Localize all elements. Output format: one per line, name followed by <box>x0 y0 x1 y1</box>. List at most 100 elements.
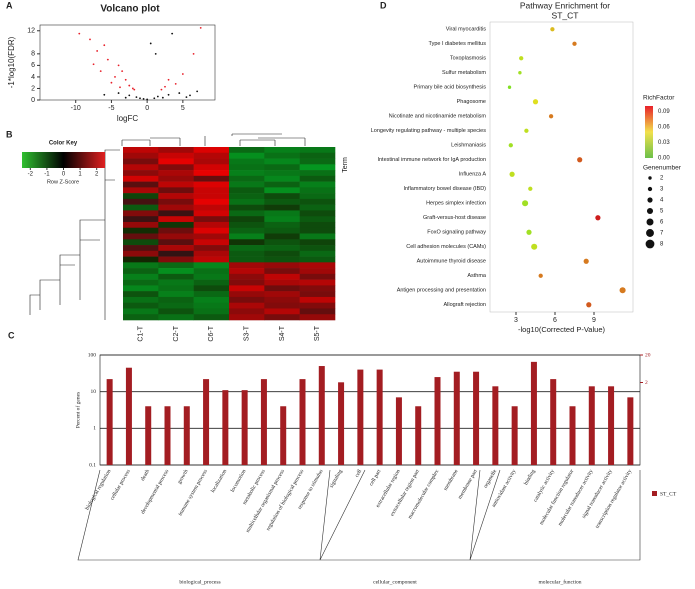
heat-cell <box>229 216 265 223</box>
bar <box>241 390 248 465</box>
heat-cell <box>193 239 230 246</box>
point <box>117 92 120 94</box>
y-tick-label: 10 <box>91 389 97 395</box>
heat-cell <box>229 164 265 171</box>
heat-cell <box>193 198 230 205</box>
heat-cell <box>264 296 300 303</box>
point <box>103 44 106 47</box>
dot <box>528 186 533 191</box>
heat-cell <box>193 181 230 188</box>
heat-cell <box>123 221 159 229</box>
heat-cell <box>299 152 336 159</box>
heat-cell <box>123 158 159 165</box>
bar <box>299 379 306 465</box>
heat-cell <box>264 308 300 315</box>
heat-cell <box>264 285 300 292</box>
heat-cell <box>299 308 336 315</box>
dendrogram <box>121 133 306 146</box>
heat-cell <box>299 204 336 211</box>
heat-cell <box>229 175 265 182</box>
column-label: S3-T <box>244 325 251 341</box>
point <box>146 98 149 101</box>
x-tick-label: signaling <box>329 468 344 489</box>
bar <box>145 406 152 465</box>
heat-cell <box>193 175 230 182</box>
bar <box>550 379 557 465</box>
bar <box>260 379 267 465</box>
bar <box>588 386 595 465</box>
heat-cell <box>229 181 265 188</box>
heat-cell <box>158 187 194 194</box>
heat-cell <box>299 181 336 188</box>
color-bar <box>645 106 653 158</box>
point <box>174 82 177 85</box>
x-tick-label: cell part <box>368 468 382 487</box>
dot <box>508 143 513 148</box>
heat-cell <box>299 158 336 165</box>
bar <box>318 366 325 465</box>
term-label: FoxO signaling pathway <box>427 230 486 236</box>
term-label: Leishmaniasis <box>451 143 486 149</box>
heat-cell <box>123 216 159 223</box>
heat-cell <box>229 262 265 269</box>
color-tick-label: 0.09 <box>658 109 670 115</box>
heat-cell <box>229 187 265 194</box>
point <box>154 52 157 55</box>
panel-label: C <box>8 330 15 340</box>
heat-cell <box>229 158 265 165</box>
point <box>128 94 131 97</box>
chart-title: Pathway Enrichment for <box>520 0 610 10</box>
dot <box>538 273 543 278</box>
dot <box>509 171 515 177</box>
term-label: Cell adhesion molecules (CAMs) <box>406 244 486 250</box>
chart-title: Volcano plot <box>100 4 160 15</box>
dot <box>550 27 555 32</box>
heat-cell <box>193 273 230 280</box>
point <box>192 52 195 55</box>
heat-cell <box>229 193 265 200</box>
size-key-label: 7 <box>660 231 664 237</box>
term-label: Primary bile acid biosynthesis <box>414 85 487 91</box>
heat-cell <box>299 296 336 303</box>
y-axis-label: -1*log10(FDR) <box>7 36 16 88</box>
heat-cell <box>193 193 230 200</box>
heat-cell <box>264 262 300 269</box>
heat-cell <box>264 279 300 286</box>
key-tick-label: 1 <box>78 172 82 178</box>
key-tick-label: 2 <box>95 172 99 178</box>
x-tick-label: organelle <box>483 468 499 489</box>
heat-cell <box>299 268 336 275</box>
x-tick-label: cell <box>354 468 363 478</box>
x-axis-label: -log10(Corrected P-Value) <box>518 325 605 334</box>
bar <box>183 406 190 465</box>
point <box>156 95 159 98</box>
heat-cell <box>229 147 265 154</box>
heat-cell <box>193 245 230 252</box>
column-label: C2-T <box>173 325 180 341</box>
bar <box>492 386 499 465</box>
bar <box>280 406 287 465</box>
heat-cell <box>123 175 159 182</box>
x-tick-label: binding <box>523 468 537 486</box>
heat-cell <box>264 250 300 257</box>
point <box>196 90 199 93</box>
y2-tick-label: 2 <box>645 380 648 386</box>
heat-cell <box>264 314 300 321</box>
heat-cell <box>264 227 300 234</box>
heat-cell <box>299 175 336 182</box>
group-label: cellular_component <box>373 579 417 585</box>
bar <box>453 371 460 465</box>
term-label: Autoimmune thyroid disease <box>417 259 486 265</box>
bar <box>203 379 210 465</box>
heat-cell <box>193 204 230 211</box>
term-label: Intestinal immune network for IgA produc… <box>377 157 486 163</box>
heat-cell <box>229 273 265 280</box>
size-key <box>647 186 653 192</box>
heat-cell <box>123 245 159 252</box>
plot-frame <box>99 354 641 466</box>
heat-cell <box>193 279 230 286</box>
point <box>103 93 106 96</box>
x-tick-label: regulation of biological process <box>265 468 306 532</box>
bar <box>569 406 576 465</box>
heat-cell <box>123 285 159 292</box>
